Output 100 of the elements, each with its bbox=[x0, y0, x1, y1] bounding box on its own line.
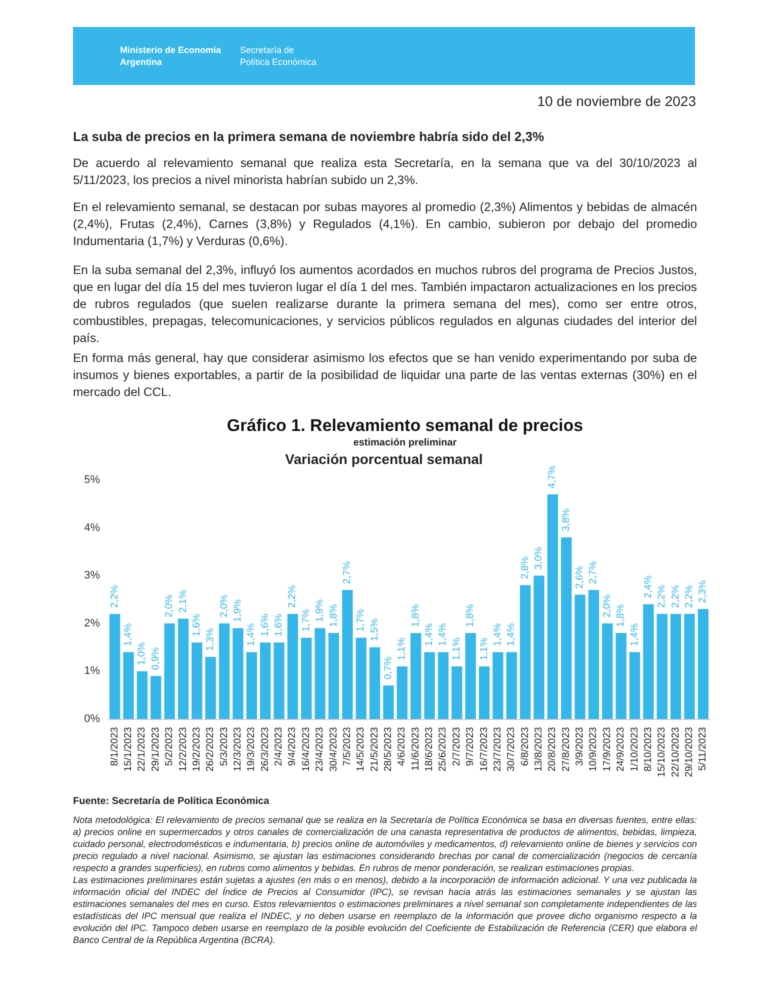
bar bbox=[383, 686, 394, 719]
data-label: 2,2% bbox=[684, 584, 695, 608]
bar bbox=[260, 642, 271, 719]
data-label: 1,9% bbox=[232, 599, 244, 622]
data-label: 2,1% bbox=[178, 590, 189, 613]
x-tick-label: 21/5/2023 bbox=[369, 726, 380, 772]
x-tick-label: 24/9/2023 bbox=[616, 726, 627, 772]
data-label: 1,8% bbox=[328, 604, 340, 627]
x-tick-label: 26/2/2023 bbox=[205, 726, 216, 772]
x-tick-label: 19/3/2023 bbox=[246, 726, 258, 772]
x-tick-label: 16/7/2023 bbox=[478, 726, 490, 772]
bar bbox=[588, 590, 600, 719]
bar bbox=[478, 666, 490, 719]
bar bbox=[561, 537, 572, 719]
x-tick-label: 2/4/2023 bbox=[274, 726, 285, 766]
text: Nota metodológica: El relevamiento de precios semanal que se realiza en la Secretaría de Política Económica se basa en diversas fuentes, entre ellas: a) precios online en supermercados y otros canales de comercialización de una canasta representativa de productos de alimentos, bebidas, limpieza, cuidado personal, electrodomésticos e indumentaria, b) precios online de automóviles y medicamentos, d) relevamiento online de bienes y servicios con precio regulado a nivel nacional. Asimismo, se ajustan las estimaciones considerando brechas por canal de comercialización (negocios de cercanía respecto a grandes superficies), en rubros como alimentos y bebidas. En rubros de menor ponderación, se realizan estimaciones propias. bbox=[73, 814, 697, 874]
data-label: 1,1% bbox=[396, 638, 408, 660]
bar bbox=[192, 642, 202, 719]
x-tick-label: 15/10/2023 bbox=[656, 726, 668, 778]
bar bbox=[342, 590, 353, 719]
bar bbox=[246, 652, 257, 719]
data-label: 0,7% bbox=[382, 656, 394, 680]
y-tick-label: 3% bbox=[84, 570, 100, 582]
x-tick-label: 23/7/2023 bbox=[492, 726, 504, 772]
x-tick-label: 9/4/2023 bbox=[287, 726, 298, 766]
data-label: 1,4% bbox=[424, 623, 436, 646]
x-tick-label: 30/7/2023 bbox=[506, 726, 518, 772]
y-tick-label: 4% bbox=[84, 522, 100, 534]
x-tick-label: 30/4/2023 bbox=[328, 726, 340, 772]
x-tick-label: 20/8/2023 bbox=[547, 726, 558, 772]
bar bbox=[438, 652, 449, 719]
data-label: 0,9% bbox=[150, 647, 162, 670]
bar bbox=[616, 632, 626, 719]
data-label: 1,8% bbox=[465, 604, 476, 627]
x-tick-label: 27/8/2023 bbox=[560, 726, 572, 772]
x-tick-label: 15/1/2023 bbox=[123, 726, 134, 772]
bar bbox=[356, 638, 366, 719]
x-tick-label: 23/4/2023 bbox=[314, 726, 326, 772]
x-tick-label: 11/6/2023 bbox=[410, 726, 422, 771]
bar bbox=[534, 576, 544, 719]
bar bbox=[396, 666, 408, 719]
data-label: 1,4% bbox=[438, 623, 449, 646]
x-tick-label: 10/9/2023 bbox=[588, 726, 600, 772]
text: Secretaría de Política Económica bbox=[240, 44, 317, 68]
x-tick-label: 4/6/2023 bbox=[396, 726, 408, 766]
data-label: 2,7% bbox=[588, 561, 600, 584]
bar bbox=[452, 666, 462, 719]
data-label: 1,8% bbox=[410, 604, 422, 627]
data-label: 1,0% bbox=[136, 642, 148, 666]
bar bbox=[698, 609, 708, 719]
x-tick-label: 3/9/2023 bbox=[574, 726, 586, 766]
bar bbox=[424, 652, 435, 719]
bar bbox=[301, 638, 312, 719]
data-label: 2,8% bbox=[520, 556, 531, 580]
x-tick-label: 14/5/2023 bbox=[356, 726, 367, 772]
bar bbox=[574, 594, 586, 719]
bar bbox=[274, 642, 284, 719]
bar bbox=[684, 614, 695, 719]
bar bbox=[314, 628, 326, 719]
bar bbox=[123, 652, 134, 719]
bar bbox=[232, 628, 244, 719]
bar bbox=[492, 652, 504, 719]
data-label: 1,8% bbox=[616, 604, 627, 627]
x-tick-label: 12/2/2023 bbox=[178, 726, 189, 772]
x-tick-label: 17/9/2023 bbox=[602, 726, 613, 772]
bar bbox=[520, 585, 531, 719]
bar bbox=[656, 614, 668, 719]
data-label: 3,8% bbox=[560, 508, 572, 532]
bar bbox=[150, 676, 162, 719]
data-label: 1,6% bbox=[274, 614, 285, 637]
bar bbox=[164, 623, 175, 719]
x-tick-label: 19/2/2023 bbox=[191, 726, 202, 772]
bar bbox=[136, 671, 148, 719]
bar bbox=[547, 494, 558, 719]
bar bbox=[506, 652, 517, 719]
data-label: 1,5% bbox=[369, 618, 380, 642]
x-tick-label: 18/6/2023 bbox=[424, 726, 436, 772]
y-tick-label: 1% bbox=[84, 665, 100, 678]
text: En la suba semanal del 2,3%, influyó los aumentos acordados en muchos rubros del programa de Precios Justos, que en lugar del día 15 del mes tuvieron lugar el día 1 del mes. También impactaron actualizaciones en los precios de rubros regulados (que suelen realizarse durante la primera semana del mes), como ser entre otros, combustibles, prepagas, telecomunicaciones, y servicios públicos regulados en algunas ciudades del interior del país. bbox=[73, 262, 697, 347]
bar bbox=[110, 614, 120, 719]
data-label: 2,0% bbox=[602, 594, 613, 618]
x-tick-label: 28/5/2023 bbox=[382, 726, 394, 772]
chart-subtitle: estimación preliminar bbox=[353, 438, 457, 448]
bar bbox=[205, 656, 216, 719]
data-label: 1,3% bbox=[205, 628, 216, 651]
bar bbox=[218, 623, 230, 719]
data-label: 1,1% bbox=[451, 638, 462, 660]
x-tick-label: 7/5/2023 bbox=[342, 726, 353, 766]
data-label: 1,7% bbox=[300, 608, 312, 632]
text: Variación porcentual semanal bbox=[284, 451, 484, 467]
data-label: 2,6% bbox=[574, 566, 586, 589]
bar bbox=[643, 604, 654, 719]
bar bbox=[670, 614, 682, 719]
x-tick-label: 1/10/2023 bbox=[629, 726, 640, 772]
data-label: 1,4% bbox=[629, 623, 640, 646]
bar bbox=[178, 618, 189, 719]
data-label: 2,2% bbox=[109, 584, 120, 608]
x-tick-label: 26/3/2023 bbox=[260, 726, 271, 772]
text: 10 de noviembre de 2023 bbox=[537, 93, 696, 109]
data-label: 2,4% bbox=[642, 575, 654, 598]
